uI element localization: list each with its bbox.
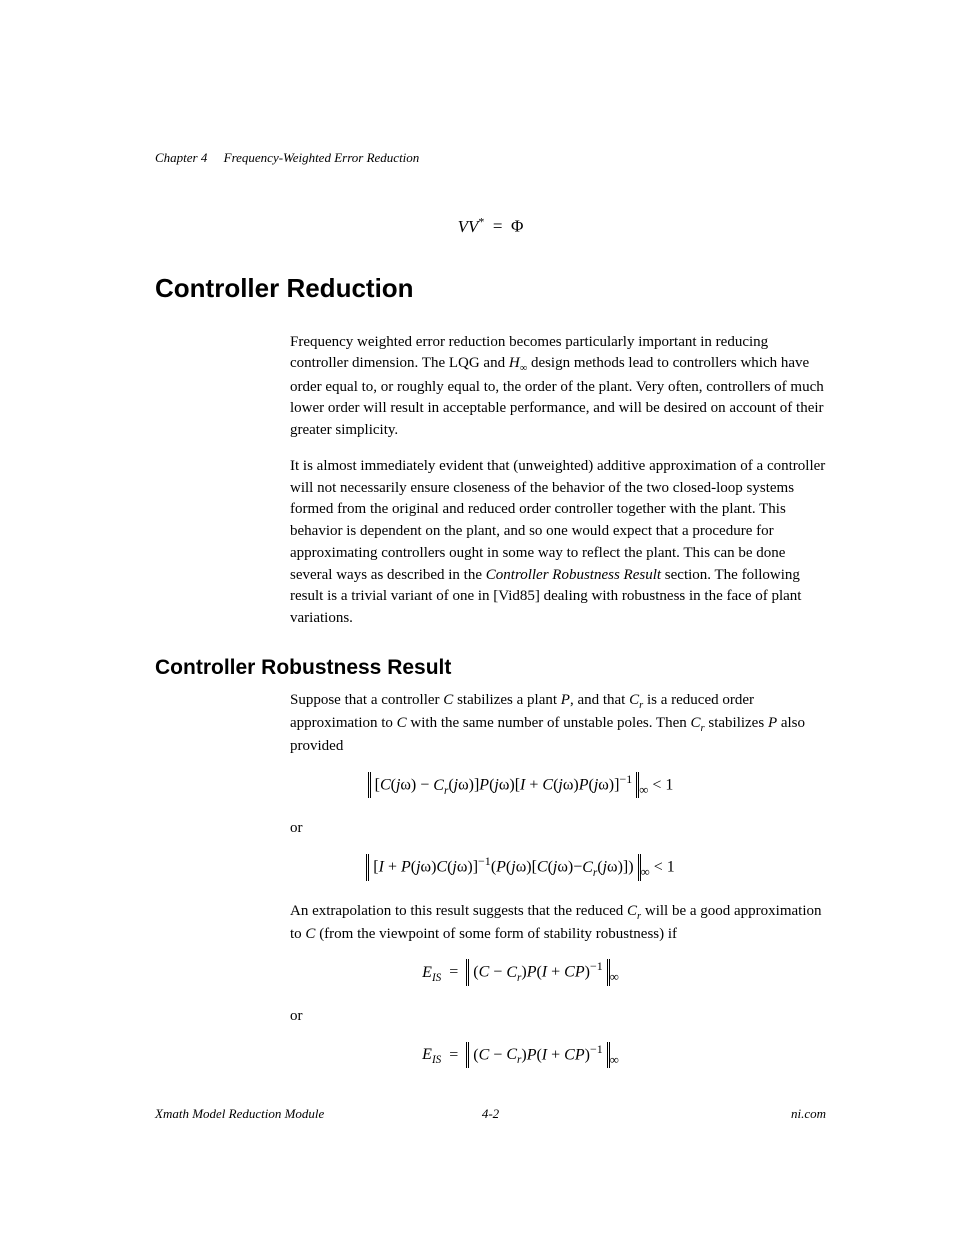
- equation-1: [C(jω) − Cr(jω)]P(jω)[I + C(jω)P(jω)]−1∞…: [155, 772, 826, 798]
- equation-2: [I + P(jω)C(jω)]−1(P(jω)[C(jω)−Cr(jω)])∞…: [155, 854, 826, 880]
- chapter-title: Frequency-Weighted Error Reduction: [224, 150, 420, 165]
- h-infinity: H∞: [509, 355, 527, 371]
- footer-center: 4-2: [155, 1106, 826, 1122]
- equation-3: EIS = (C − Cr)P(I + CP)−1∞: [155, 959, 826, 985]
- para-or-1: or: [155, 818, 826, 840]
- page: Chapter 4 Frequency-Weighted Error Reduc…: [0, 0, 954, 1235]
- running-header: Chapter 4 Frequency-Weighted Error Reduc…: [155, 150, 826, 166]
- para-cr-2: It is almost immediately evident that (u…: [155, 456, 826, 630]
- para-rb-2: An extrapolation to this result suggests…: [155, 901, 826, 946]
- link-controller-robustness[interactable]: Controller Robustness Result: [486, 567, 661, 583]
- footer: Xmath Model Reduction Module 4-2 ni.com: [155, 1106, 826, 1122]
- section-heading-robustness: Controller Robustness Result: [155, 656, 826, 680]
- equation-4: EIS = (C − Cr)P(I + CP)−1∞: [155, 1042, 826, 1068]
- para-or-2: or: [155, 1006, 826, 1028]
- para-rb-1: Suppose that a controller C stabilizes a…: [155, 690, 826, 758]
- equation-vv: VV* = Φ: [155, 214, 826, 237]
- section-heading-controller-reduction: Controller Reduction: [155, 273, 826, 304]
- para-cr-1: Frequency weighted error reduction becom…: [155, 332, 826, 442]
- text: It is almost immediately evident that (u…: [290, 458, 825, 583]
- chapter-number: Chapter 4: [155, 150, 207, 165]
